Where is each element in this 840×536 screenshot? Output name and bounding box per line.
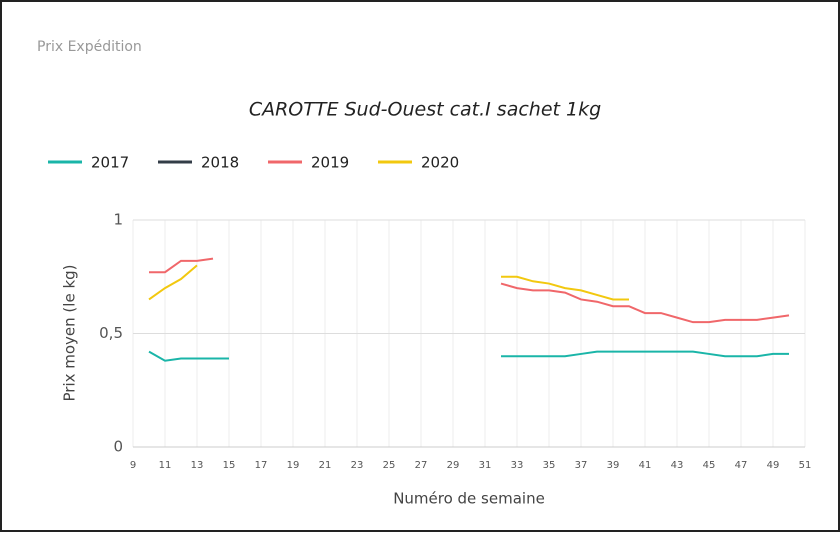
y-tick-label: 0,5 [99,324,123,342]
x-tick-label: 25 [383,460,396,471]
x-tick-label: 21 [319,460,332,471]
x-tick-label: 23 [351,460,364,471]
legend-label: 2018 [201,154,239,172]
x-tick-label: 11 [159,460,172,471]
x-tick-label: 47 [735,460,748,471]
line [148,264,629,301]
x-axis-label: Numéro de semaine [393,490,545,508]
x-tick-label: 31 [479,460,492,471]
legend-label: 2017 [91,154,129,172]
legend-label: 2020 [421,154,459,172]
x-tick-label: 15 [223,460,236,471]
x-tick-label: 39 [607,460,620,471]
line [148,350,789,362]
header: Prix Expédition [37,39,142,55]
x-tick-label: 37 [575,460,588,471]
x-tick-label: 13 [191,460,204,471]
x-tick-label: 17 [255,460,268,471]
x-tick-label: 35 [543,460,556,471]
x-tick-label: 51 [799,460,812,471]
x-tick-label: 27 [415,460,428,471]
line [149,257,790,324]
y-tick-label: 1 [113,211,123,229]
y-tick-label: 0 [113,438,123,456]
legend-label: 2019 [311,154,349,172]
x-tick-label: 43 [671,460,684,471]
chart-title: CAROTTE Sud-Ouest cat.I sachet 1kg [249,99,601,121]
y-axis-label: Prix moyen (le kg) [61,264,79,401]
x-tick-label: 45 [703,460,716,471]
x-tick-label: 41 [639,460,652,471]
x-tick-label: 9 [130,460,136,471]
x-tick-label: 49 [767,460,780,471]
x-tick-label: 33 [511,460,524,471]
x-tick-label: 19 [287,460,300,471]
x-tick-label: 29 [447,460,460,471]
